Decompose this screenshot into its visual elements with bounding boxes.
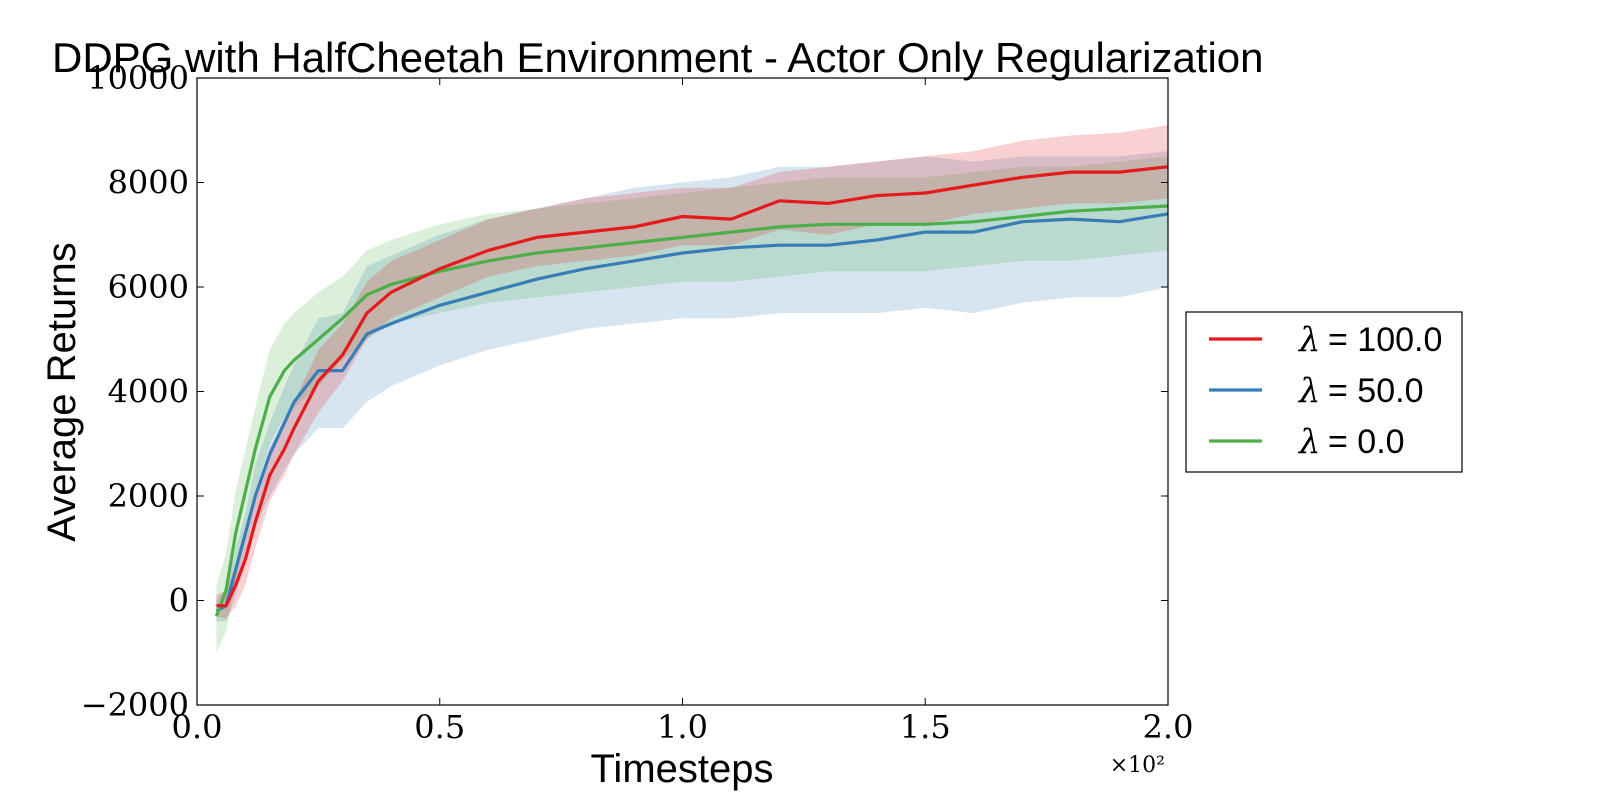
y-tick-label: 2000 xyxy=(108,477,189,515)
series-line-2 xyxy=(215,212,1169,613)
axis-ticks: 0.0 0.5 1.0 1.5 2.0 −2000 0 2000 4000 6000 8000 100… xyxy=(81,59,1194,746)
x-tick-label: 0.5 xyxy=(414,708,465,746)
chart-title: DDPG with HalfCheetah Environment - Acto… xyxy=(52,34,1264,81)
y-tick-label: −2000 xyxy=(81,686,189,724)
band-1 xyxy=(216,125,1168,619)
x-axis-label: Timesteps xyxy=(590,747,773,791)
x-tick-label: 2.0 xyxy=(1143,708,1194,746)
legend-symbol-1: λ xyxy=(1297,320,1321,360)
y-tick-label: 8000 xyxy=(108,164,189,202)
legend-label-1: = 100.0 xyxy=(1328,321,1442,359)
y-axis-label: Average Returns xyxy=(40,242,84,541)
x-tick-label: 0.0 xyxy=(172,708,223,746)
x-multiplier-label: ×10² xyxy=(1110,753,1165,778)
y-tick-label: 4000 xyxy=(108,373,189,411)
y-tick-label: 10000 xyxy=(87,59,189,97)
series-line-3 xyxy=(214,204,1169,617)
x-tick-label: 1.5 xyxy=(900,708,951,746)
series-lines xyxy=(214,165,1169,617)
series-line-1 xyxy=(216,165,1169,608)
band-3 xyxy=(216,156,1168,653)
legend-symbol-2: λ xyxy=(1297,371,1321,411)
confidence-bands xyxy=(216,125,1168,653)
y-tick-label: 6000 xyxy=(108,268,189,306)
legend-label-2: = 50.0 xyxy=(1328,372,1423,410)
x-tick-label: 1.0 xyxy=(657,708,708,746)
legend-symbol-3: λ xyxy=(1297,422,1321,462)
legend: λ = 100.0λ = 50.0λ = 0.0 xyxy=(1185,311,1463,473)
y-tick-label: 0 xyxy=(169,582,189,620)
legend-label-3: = 0.0 xyxy=(1328,423,1405,461)
